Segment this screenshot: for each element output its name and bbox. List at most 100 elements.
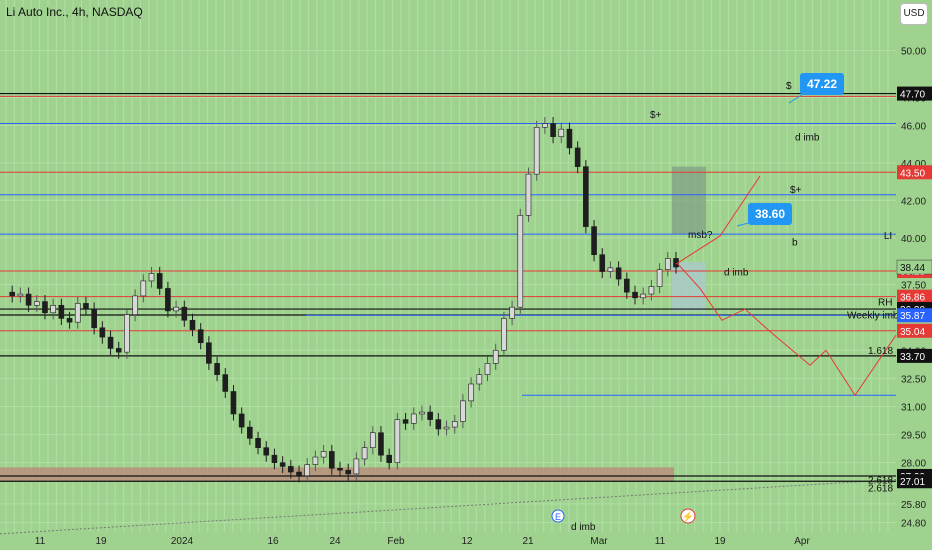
candle-body xyxy=(468,383,474,402)
annotation-label: $+ xyxy=(650,110,662,121)
candle-body xyxy=(33,301,40,306)
annotation-label: b xyxy=(792,237,798,248)
level-badge xyxy=(897,289,932,304)
candle-body xyxy=(189,319,196,330)
candle-body xyxy=(156,273,163,289)
y-tick-label: 25.80 xyxy=(901,500,926,511)
candle-body xyxy=(320,451,327,458)
callout-text: 47.22 xyxy=(807,77,837,91)
annotation-label: 1.618 xyxy=(868,346,893,357)
candle-body xyxy=(271,454,278,463)
candle-body xyxy=(124,314,130,353)
candle-body xyxy=(410,413,417,424)
candle-body xyxy=(558,128,565,137)
candle-body xyxy=(665,258,671,270)
candle-body xyxy=(304,464,311,477)
x-tick-label: 11 xyxy=(655,536,666,547)
x-tick-label: Mar xyxy=(590,536,608,547)
trend-line xyxy=(0,479,897,535)
candle-body xyxy=(607,267,614,272)
y-tick-label: 28.00 xyxy=(901,459,926,470)
y-tick-label: 24.80 xyxy=(901,519,926,530)
level-badge xyxy=(897,308,932,323)
candle-body xyxy=(165,288,171,312)
currency-button[interactable]: USD xyxy=(900,3,928,25)
candle-body xyxy=(492,349,499,364)
x-tick-label: Apr xyxy=(794,536,810,547)
x-tick-label: 16 xyxy=(267,536,279,547)
annotation-label: d imb xyxy=(724,267,749,278)
annotation-label: 2.618 xyxy=(868,475,893,486)
level-badge-text: 35.04 xyxy=(900,327,925,338)
candle-body xyxy=(566,128,573,149)
candle-body xyxy=(353,458,360,475)
candle-body xyxy=(361,447,368,460)
candle-body xyxy=(74,303,81,323)
candle-body xyxy=(337,467,343,471)
level-badge xyxy=(897,323,932,338)
candle-body xyxy=(230,391,237,415)
candle-body xyxy=(247,426,253,439)
candle-body xyxy=(181,306,188,321)
candle-body xyxy=(132,295,138,315)
annotation-label: Weekly imb xyxy=(847,310,899,321)
annotation-label: RH xyxy=(878,297,892,308)
candle-body xyxy=(140,280,147,297)
candle-body xyxy=(58,304,65,319)
earnings-marker xyxy=(551,509,565,523)
candle-body xyxy=(640,293,647,299)
symbol-badge: LI xyxy=(883,231,893,242)
candle-body xyxy=(214,363,220,375)
candle-body xyxy=(288,466,294,473)
candle-body xyxy=(255,438,261,448)
annotation-label: d imb xyxy=(571,522,596,533)
level-badge-text: 35.87 xyxy=(900,311,925,322)
candle-body xyxy=(91,308,97,329)
candle-body xyxy=(451,421,458,428)
candle-body xyxy=(206,342,212,364)
x-tick-label: 21 xyxy=(522,536,534,547)
y-tick-label: 32.50 xyxy=(901,374,926,385)
projected-path xyxy=(677,263,897,397)
candle-body xyxy=(378,432,384,456)
candle-body xyxy=(615,267,622,280)
candle-body xyxy=(345,469,351,475)
candle-body xyxy=(25,293,32,306)
y-tick-label: 37.50 xyxy=(901,281,926,292)
reward-box xyxy=(672,262,706,311)
annotation-label: $ xyxy=(786,81,792,92)
candle-body xyxy=(435,419,442,430)
x-tick-label: Feb xyxy=(387,536,405,547)
level-badge-text: 47.70 xyxy=(900,90,925,101)
candle-body xyxy=(394,419,401,463)
candle-body xyxy=(517,215,524,308)
candle-body xyxy=(329,451,335,469)
candle-body xyxy=(222,374,229,392)
candle-body xyxy=(419,411,425,415)
candle-body xyxy=(427,411,433,420)
candle-body xyxy=(402,419,409,424)
x-tick-label: 2024 xyxy=(171,536,194,547)
earnings-marker-text: E xyxy=(555,512,561,522)
x-tick-label: 11 xyxy=(35,536,46,547)
dividend-marker xyxy=(680,508,696,524)
supply-zone xyxy=(0,467,674,482)
candle-body xyxy=(173,306,179,312)
level-badge-text: 33.70 xyxy=(900,352,925,363)
candle-body xyxy=(197,329,204,344)
candle-body xyxy=(386,454,392,463)
annotation-label: $+ xyxy=(790,185,802,196)
candle-body xyxy=(263,447,270,456)
bullish-projection xyxy=(675,175,761,265)
x-tick-label: 12 xyxy=(461,536,473,547)
level-badge-text: 43.50 xyxy=(900,168,925,179)
level-badge xyxy=(897,474,932,489)
candle-body xyxy=(550,123,556,137)
y-tick-label: 31.00 xyxy=(901,402,926,413)
y-tick-label: 50.00 xyxy=(901,46,926,57)
current-price-badge xyxy=(896,259,932,275)
candle-body xyxy=(656,269,663,287)
y-tick-label: 46.00 xyxy=(901,121,926,132)
